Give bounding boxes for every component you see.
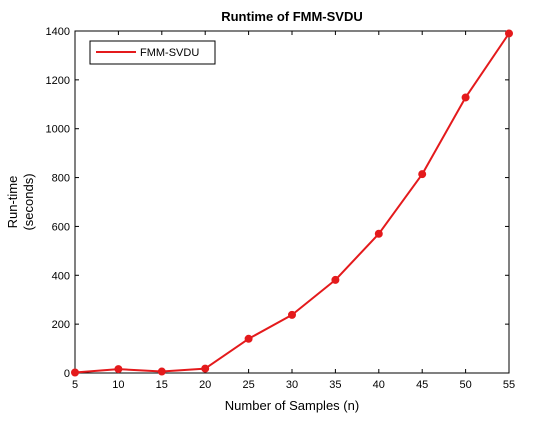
data-point <box>505 29 513 38</box>
x-axis: 5 10 15 20 25 30 35 40 45 50 55 <box>72 31 515 391</box>
y-tick-label: 400 <box>52 270 70 282</box>
y-tick-label: 0 <box>64 368 70 380</box>
data-point <box>201 364 210 373</box>
x-tick-label: 5 <box>72 379 78 391</box>
y-tick-label: 600 <box>52 221 70 233</box>
x-tick-label: 35 <box>329 379 341 391</box>
data-point <box>461 93 470 102</box>
x-tick-label: 30 <box>286 379 298 391</box>
x-tick-label: 15 <box>156 379 168 391</box>
data-point <box>331 275 340 284</box>
y-axis: 0 200 400 600 800 1000 1200 1400 <box>46 26 509 380</box>
plot-area <box>74 30 510 374</box>
data-point <box>157 367 166 376</box>
y-axis-label: Run-time (seconds) <box>5 173 36 230</box>
data-point <box>374 229 383 238</box>
chart-title: Runtime of FMM-SVDU <box>221 9 363 24</box>
data-point <box>244 334 253 343</box>
y-tick-label: 1400 <box>46 26 70 38</box>
data-point <box>114 365 123 374</box>
y-tick-label: 1200 <box>46 75 70 87</box>
legend-label-fmm-svdu: FMM-SVDU <box>140 47 199 59</box>
legend-box <box>89 40 216 65</box>
y-tick-label: 1000 <box>46 124 70 136</box>
x-tick-label: 50 <box>459 379 471 391</box>
data-point <box>288 310 296 319</box>
y-axis-label-line-2: (seconds) <box>21 173 36 230</box>
y-tick-label: 800 <box>52 173 70 185</box>
x-tick-label: 10 <box>112 379 124 391</box>
legend: FMM-SVDU <box>89 40 216 65</box>
series-layer <box>71 29 513 377</box>
x-tick-label: 25 <box>242 379 254 391</box>
x-tick-label: 55 <box>503 379 515 391</box>
x-tick-label: 40 <box>373 379 385 391</box>
x-axis-label: Number of Samples (n) <box>225 398 359 413</box>
data-point <box>418 170 427 179</box>
x-tick-label: 20 <box>199 379 211 391</box>
y-axis-label-line-1: Run-time <box>5 176 20 229</box>
y-tick-label: 200 <box>52 319 70 331</box>
data-point <box>71 368 79 377</box>
x-tick-label: 45 <box>416 379 428 391</box>
